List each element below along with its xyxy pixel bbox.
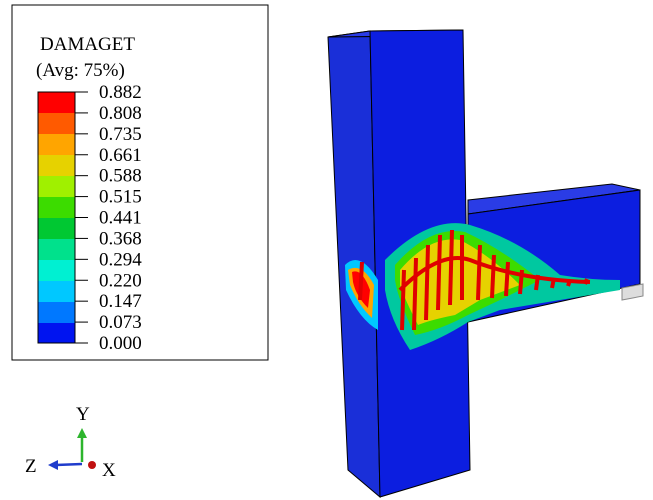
legend-title: DAMAGET: [40, 34, 135, 55]
legend-label: 0.441: [99, 208, 142, 229]
legend-label: 0.147: [99, 291, 142, 312]
axis-z-label: Z: [25, 456, 37, 477]
axis-triad: [48, 428, 96, 470]
legend-label: 0.000: [99, 333, 142, 354]
color-bar: [38, 92, 75, 343]
legend-label: 0.073: [99, 312, 142, 333]
legend-label: 0.588: [99, 166, 142, 187]
legend-label: 0.368: [99, 228, 142, 249]
legend-label: 0.882: [99, 82, 142, 103]
viewport: DAMAGET (Avg: 75%) 0.8820.8080.7350.6610…: [0, 0, 653, 500]
legend-label: 0.661: [99, 145, 142, 166]
legend-label: 0.220: [99, 270, 142, 291]
legend-subtitle: (Avg: 75%): [36, 60, 125, 81]
axis-y-label: Y: [76, 404, 90, 425]
legend-label: 0.515: [99, 187, 142, 208]
legend-label: 0.294: [99, 249, 142, 270]
axis-x-label: X: [102, 460, 116, 481]
legend-label: 0.735: [99, 124, 142, 145]
legend-label: 0.808: [99, 103, 142, 124]
